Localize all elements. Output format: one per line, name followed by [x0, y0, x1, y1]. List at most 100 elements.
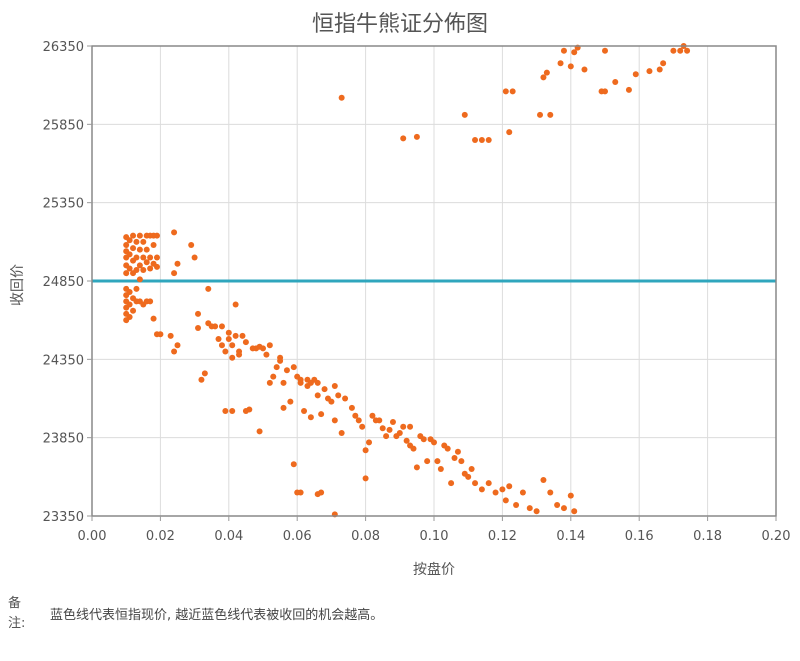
data-point: [557, 60, 564, 67]
data-point: [410, 445, 417, 452]
data-point: [571, 49, 578, 56]
data-point: [581, 66, 588, 73]
data-point: [400, 423, 407, 430]
data-point: [266, 342, 273, 349]
data-point: [236, 351, 243, 358]
data-point: [147, 265, 154, 272]
data-point: [379, 425, 386, 432]
data-point: [472, 137, 479, 143]
data-point: [625, 86, 632, 93]
data-point: [499, 486, 506, 493]
y-tick-label: 26350: [43, 40, 84, 55]
data-point: [543, 69, 550, 76]
data-point: [389, 419, 396, 425]
data-point: [174, 342, 181, 349]
data-point: [140, 267, 147, 274]
data-point: [560, 505, 567, 512]
data-point: [560, 47, 567, 54]
data-point: [355, 417, 362, 424]
data-point: [150, 315, 157, 322]
data-point: [218, 323, 225, 330]
data-point: [147, 298, 154, 305]
data-point: [195, 310, 202, 317]
y-axis-title: 收回价: [10, 264, 26, 306]
data-point: [451, 455, 458, 462]
data-point: [478, 486, 485, 493]
data-point: [540, 476, 547, 483]
data-point: [297, 489, 304, 496]
data-point: [222, 348, 229, 355]
x-tick-label: 0.08: [351, 529, 380, 544]
data-point: [424, 458, 431, 465]
x-tick-label: 0.20: [762, 529, 791, 544]
data-point: [140, 254, 147, 261]
data-point: [318, 411, 325, 418]
data-point: [400, 135, 407, 142]
data-point: [567, 63, 574, 70]
x-tick-label: 0.12: [488, 529, 517, 544]
data-point: [229, 354, 236, 361]
data-point: [205, 285, 212, 292]
chart-title: 恒指牛熊证分佈图: [311, 12, 488, 37]
data-point: [369, 412, 376, 419]
data-point: [239, 332, 246, 339]
data-point: [396, 429, 403, 436]
data-point: [280, 404, 287, 411]
data-point: [646, 68, 653, 75]
scatter-chart: 0.00 0.02 0.04 0.06 0.08 0.10 0.12 0.14 0.16 0.18…: [10, 40, 791, 578]
data-point: [386, 426, 393, 433]
data-point: [407, 423, 414, 430]
data-point: [328, 398, 335, 405]
data-point: [513, 502, 520, 509]
data-point: [126, 251, 133, 258]
data-point: [126, 237, 133, 244]
data-point: [413, 464, 420, 471]
data-point: [348, 404, 355, 411]
data-point: [287, 398, 294, 405]
x-tick-label: 0.10: [420, 529, 449, 544]
data-point: [567, 492, 574, 499]
data-point: [677, 47, 684, 54]
data-point: [297, 376, 304, 383]
note-label: 备注:: [8, 596, 26, 631]
data-point: [314, 392, 321, 399]
data-point: [136, 246, 143, 253]
y-tick-label: 25350: [43, 197, 84, 212]
data-point: [301, 408, 308, 415]
x-tick-label: 0.02: [146, 529, 175, 544]
data-point: [461, 111, 468, 118]
tick-labels: 0.00 0.02 0.04 0.06 0.08 0.10 0.12 0.14 0.16 0.18…: [43, 40, 791, 544]
data-point: [201, 370, 208, 377]
data-point: [229, 342, 236, 349]
data-point: [413, 133, 420, 140]
data-point: [273, 364, 280, 371]
data-point: [242, 339, 249, 346]
data-point: [519, 489, 526, 496]
data-point: [277, 354, 284, 361]
data-point: [225, 335, 232, 342]
data-point: [526, 505, 533, 512]
data-point: [143, 246, 150, 253]
x-tick-label: 0.06: [283, 529, 312, 544]
data-point: [171, 270, 178, 277]
data-point: [454, 448, 461, 455]
data-point: [352, 412, 359, 419]
data-point: [602, 88, 608, 95]
data-point: [540, 74, 547, 81]
data-point: [335, 392, 342, 399]
data-point: [420, 436, 427, 443]
data-point: [492, 489, 499, 496]
data-point: [212, 323, 219, 330]
data-point: [472, 480, 479, 487]
data-point: [225, 329, 232, 336]
data-point: [478, 137, 485, 143]
data-point: [133, 285, 140, 292]
note-text: 蓝色线代表恒指现价, 越近蓝色线代表被收回的机会越高。: [50, 608, 384, 623]
data-point: [280, 379, 287, 386]
data-point: [136, 262, 143, 269]
y-tick-label: 23350: [43, 510, 84, 525]
x-axis-title: 按盘价: [413, 561, 455, 578]
data-point: [157, 331, 164, 338]
data-point: [136, 232, 143, 239]
data-point: [266, 379, 273, 386]
